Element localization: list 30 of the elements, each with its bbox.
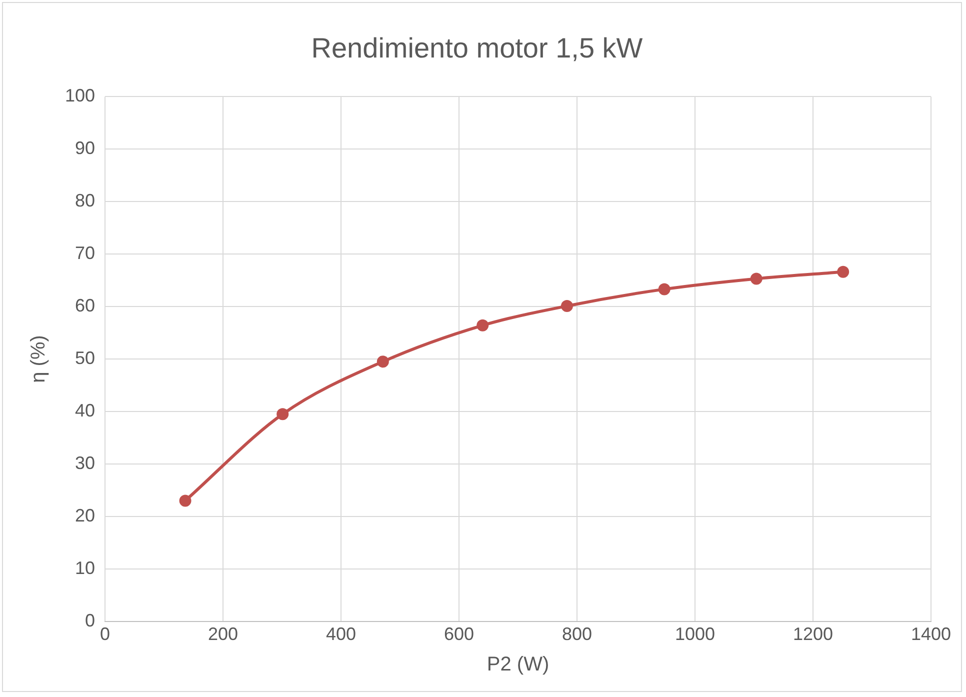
x-tick-label: 1000 (674, 624, 716, 644)
y-tick-label: 80 (75, 190, 96, 211)
y-tick-label: 70 (75, 243, 96, 264)
x-tick-label: 800 (562, 624, 592, 644)
x-tick-label: 200 (208, 624, 238, 644)
point (658, 283, 670, 296)
point (837, 266, 850, 278)
x-tick-label: 1400 (910, 624, 952, 644)
x-tick-label: 1200 (792, 624, 834, 644)
y-tick-label: 20 (75, 505, 96, 526)
point (750, 272, 762, 285)
point (179, 494, 192, 507)
y-tick-label: 10 (75, 558, 96, 578)
chart-title: Rendimiento motor 1,5 kW (311, 32, 644, 64)
y-tick-label: 60 (75, 295, 96, 316)
x-tick-label: 0 (100, 624, 110, 644)
y-tick-label: 30 (75, 452, 96, 473)
point (376, 356, 389, 368)
y-tick-label: 40 (75, 400, 96, 420)
x-tick-label: 600 (444, 624, 474, 644)
y-tick-label: 50 (75, 348, 96, 368)
point (276, 408, 289, 420)
x-axis-title: P2 (W) (486, 654, 550, 676)
y-tick-label: 0 (85, 610, 96, 630)
y-axis-title: η (%) (28, 335, 50, 383)
y-tick-label: 90 (75, 138, 96, 158)
point (476, 319, 489, 332)
x-tick-label: 400 (326, 624, 356, 644)
y-tick-label: 100 (64, 86, 96, 106)
point (560, 300, 573, 312)
